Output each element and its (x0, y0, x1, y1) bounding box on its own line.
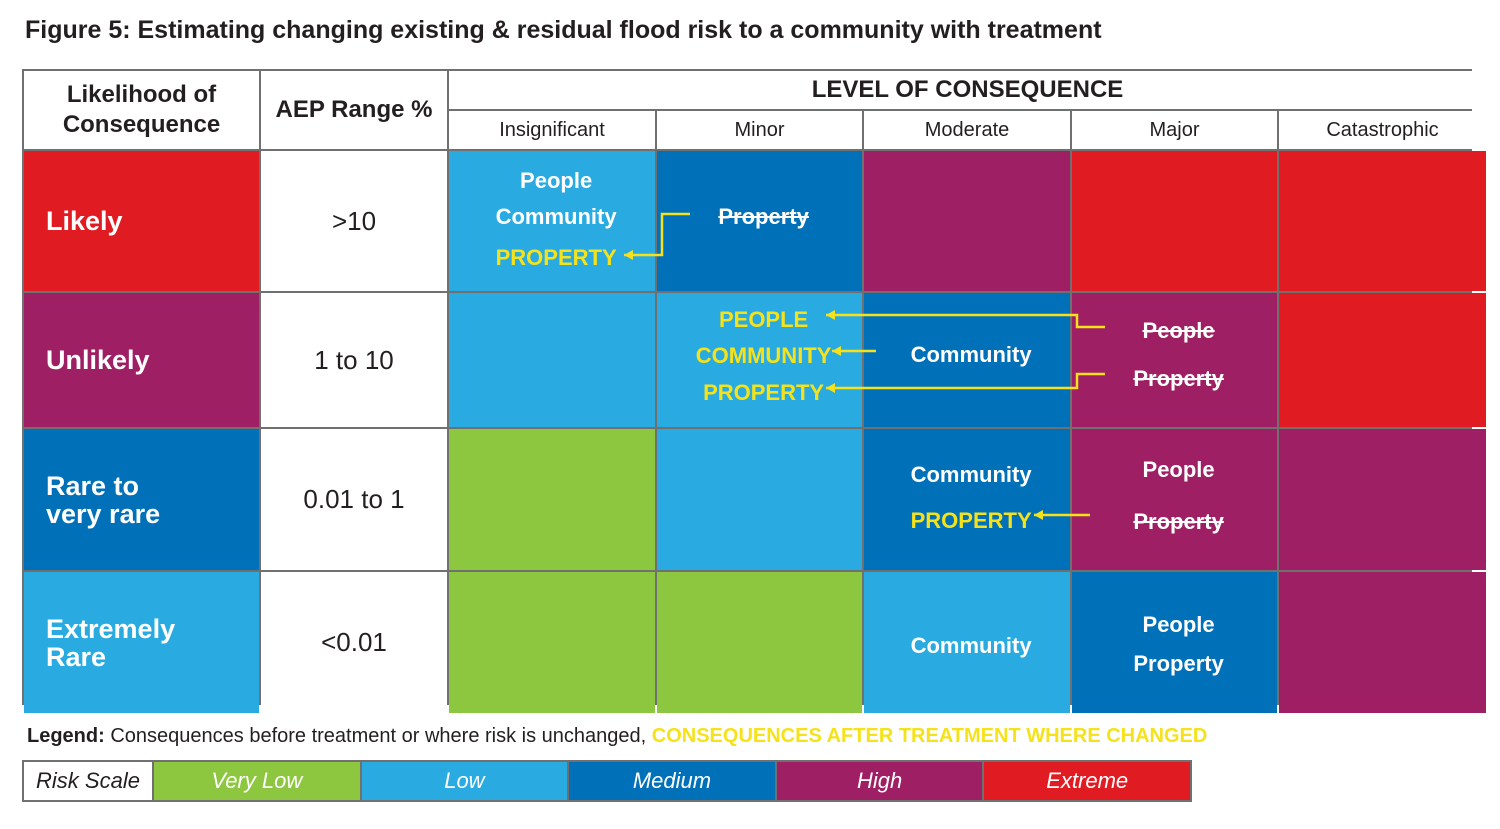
figure-title: Figure 5: Estimating changing existing &… (25, 16, 1102, 44)
consequence-label-people: People (1142, 317, 1215, 343)
risk-cell-unlikely-minor: PEOPLE COMMUNITY PROPERTY (657, 293, 862, 427)
column-header-catastrophic: Catastrophic (1279, 111, 1486, 149)
consequence-label-people: PEOPLE (718, 307, 809, 333)
aep-value: 1 to 10 (261, 293, 447, 427)
consequence-label-community: Community (910, 461, 1032, 487)
aep-header: AEP Range % (261, 71, 447, 149)
risk-cell-unlikely-moderate: Community (864, 293, 1070, 427)
risk-cell-likely-catastrophic (1279, 151, 1486, 291)
risk-cell-extremely-rare-moderate: Community (864, 572, 1070, 713)
consequence-label-people: People (1142, 457, 1215, 483)
consequence-label-property: PROPERTY (495, 244, 617, 270)
risk-cell-extremely-rare-minor (657, 572, 862, 713)
legend-after-text: CONSEQUENCES AFTER TREATMENT WHERE CHANG… (651, 725, 1208, 747)
likelihood-label: Likely (46, 206, 123, 236)
likelihood-extremely-rare: Extremely Rare (24, 572, 259, 713)
consequence-label-people: People (1142, 611, 1215, 637)
consequence-header: LEVEL OF CONSEQUENCE (449, 71, 1486, 109)
column-header-moderate: Moderate (864, 111, 1070, 149)
consequence-label-property: Property (1133, 366, 1224, 392)
risk-scale-high: High (776, 762, 983, 800)
risk-scale-extreme: Extreme (984, 762, 1190, 800)
risk-cell-extremely-rare-insignificant (449, 572, 655, 713)
risk-cell-likely-minor: Property (657, 151, 862, 291)
risk-cell-unlikely-catastrophic (1279, 293, 1486, 427)
consequence-label-community: COMMUNITY (695, 343, 832, 369)
legend: Legend: Consequences before treatment or… (27, 725, 1207, 748)
column-header-insignificant: Insignificant (449, 111, 655, 149)
likelihood-label: Rare to very rare (46, 470, 161, 529)
risk-matrix: Likelihood of Consequence AEP Range % LE… (22, 69, 1486, 713)
legend-before-text: Consequences before treatment or where r… (110, 725, 647, 747)
risk-cell-likely-insignificant: People Community PROPERTY (449, 151, 655, 291)
risk-cell-rare-to-very-rare-catastrophic (1279, 429, 1486, 570)
legend-key: Legend: (27, 725, 105, 747)
consequence-label-people: People (520, 167, 593, 193)
likelihood-header: Likelihood of Consequence (24, 71, 259, 149)
risk-scale-label: Risk Scale (24, 762, 152, 800)
risk-scale-medium: Medium (569, 762, 775, 800)
aep-value: <0.01 (261, 572, 447, 713)
consequence-label-property: Property (718, 204, 809, 230)
risk-cell-rare-to-very-rare-minor (657, 429, 862, 570)
risk-cell-rare-to-very-rare-moderate: Community PROPERTY (864, 429, 1070, 570)
risk-cell-extremely-rare-catastrophic (1279, 572, 1486, 713)
likelihood-unlikely: Unlikely (24, 293, 259, 427)
column-header-major: Major (1072, 111, 1277, 149)
risk-cell-unlikely-major: People Property (1072, 293, 1277, 427)
risk-cell-rare-to-very-rare-insignificant (449, 429, 655, 570)
consequence-label-property: PROPERTY (910, 508, 1032, 534)
consequence-label-community: Community (495, 204, 617, 230)
risk-cell-likely-major (1072, 151, 1277, 291)
consequence-label-community: Community (910, 341, 1032, 367)
consequence-label-property: PROPERTY (703, 379, 825, 405)
likelihood-likely: Likely (24, 151, 259, 291)
likelihood-label: Unlikely (46, 345, 150, 375)
likelihood-label: Extremely Rare (46, 613, 176, 672)
risk-scale: Risk Scale Very Low Low Medium High Extreme (22, 760, 1192, 802)
risk-cell-likely-moderate (864, 151, 1070, 291)
risk-cell-extremely-rare-major: People Property (1072, 572, 1277, 713)
likelihood-rare-to-very-rare: Rare to very rare (24, 429, 259, 570)
risk-scale-low: Low (361, 762, 568, 800)
aep-value: 0.01 to 1 (261, 429, 447, 570)
risk-cell-rare-to-very-rare-major: People Property (1072, 429, 1277, 570)
consequence-label-property: Property (1133, 509, 1224, 535)
risk-cell-unlikely-insignificant (449, 293, 655, 427)
consequence-label-community: Community (910, 632, 1032, 658)
consequence-label-property: Property (1133, 651, 1224, 677)
column-header-minor: Minor (657, 111, 862, 149)
aep-value: >10 (261, 151, 447, 291)
risk-scale-very-low: Very Low (154, 762, 360, 800)
